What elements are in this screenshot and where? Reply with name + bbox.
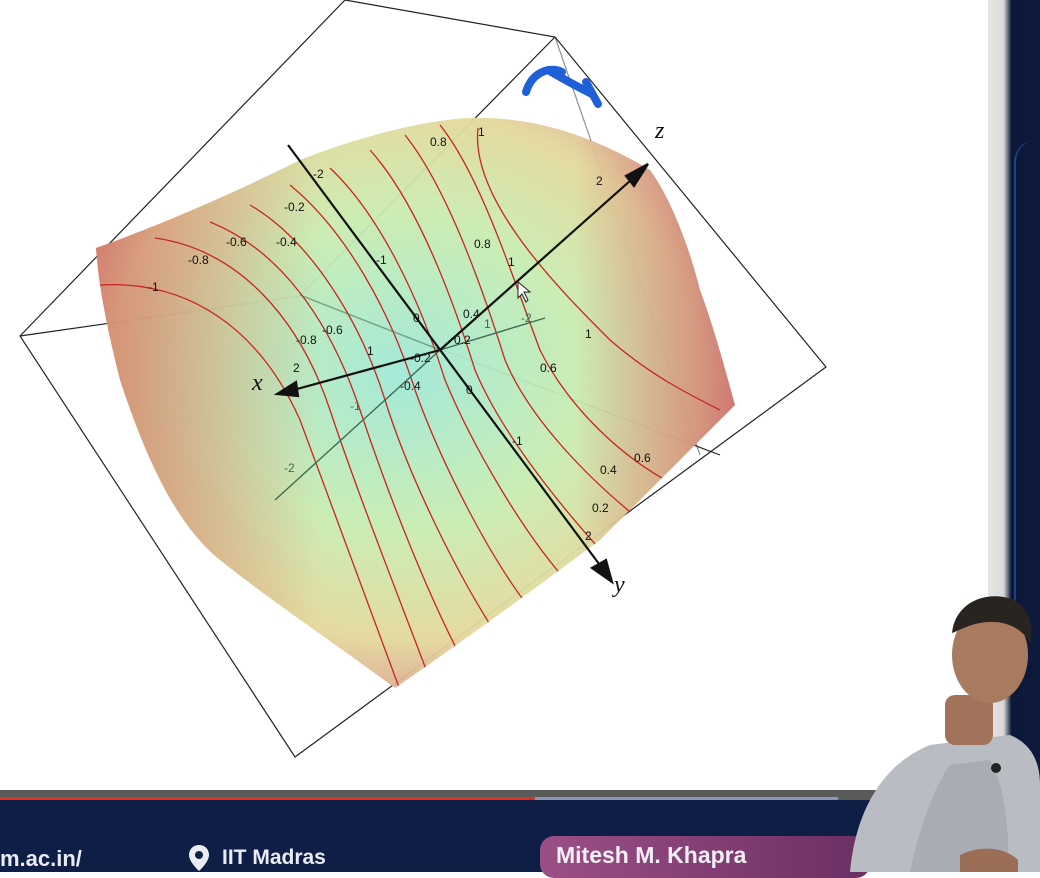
z-axis-label: z [654, 118, 665, 144]
contour-label: -0.4 [276, 235, 297, 249]
contour-label: 0.2 [592, 501, 609, 515]
contour-line [289, 184, 536, 616]
contour-line [404, 134, 641, 521]
faint-tick-label: -2 [284, 461, 295, 475]
contour-label: 0.4 [600, 463, 617, 477]
contour-label: -0.4 [400, 379, 421, 393]
faint-axes [274, 294, 546, 501]
y-axis-label: y [612, 572, 625, 598]
x-axis [285, 348, 441, 394]
y-tick-label: 0 [466, 383, 473, 397]
pen-annotation [522, 65, 602, 108]
y-axis [287, 144, 606, 573]
speaker-name-tag: Mitesh M. Khapra [540, 836, 870, 878]
x-axis-label: x [251, 370, 263, 396]
y-axis-ticks: -2 -1 0 -1 2 [313, 167, 592, 543]
progress-buffered [535, 797, 838, 801]
contour-label: 0.2 [454, 333, 471, 347]
contour-label: -0.6 [226, 235, 247, 249]
faint-tick-label: -1 [350, 399, 361, 413]
presenter-video [850, 596, 1040, 872]
contour-line [154, 237, 431, 681]
contour-value-labels: 0.8 1 -0.2 -0.6 -0.4 -0.8 -1 0.8 1 0 0.4… [148, 125, 651, 515]
progress-played [0, 797, 535, 801]
map-pin-icon [189, 845, 209, 871]
y-tick-label: -1 [376, 253, 387, 267]
video-progress-bar[interactable] [0, 790, 1040, 800]
z-tick-label: 1 [508, 255, 515, 269]
contour-label: -0.8 [188, 253, 209, 267]
z-axis [439, 171, 641, 351]
contour-label: -0.6 [322, 323, 343, 337]
contour-line [209, 221, 466, 666]
contour-line [439, 124, 676, 486]
surface [96, 117, 735, 689]
contour-label: -0.2 [410, 351, 431, 365]
contour-label: 1 [585, 327, 592, 341]
contour-line [329, 167, 571, 586]
footer-url: m.ac.in/ [0, 846, 82, 871]
contour-line [99, 284, 401, 689]
z-axis-ticks: 1 2 [508, 174, 603, 269]
y-tick-label: -2 [313, 167, 324, 181]
z-tick-label: 2 [596, 174, 603, 188]
x-tick-label: 2 [293, 361, 300, 375]
y-tick-label: -1 [512, 434, 523, 448]
contour-label: -1 [148, 280, 159, 294]
contour-label: -0.8 [296, 333, 317, 347]
contour-label: 0.8 [430, 135, 447, 149]
contour-label: 0 [413, 311, 420, 325]
contour-label: 1 [478, 125, 485, 139]
y-tick-label: 2 [585, 529, 592, 543]
contour-line [369, 149, 606, 556]
contour-line [476, 127, 721, 411]
faint-tick-label: 1 [484, 317, 491, 331]
contour-label: 0.4 [463, 307, 480, 321]
contour-label: 0.6 [634, 451, 651, 465]
location-text: IIT Madras [222, 846, 326, 869]
lecture-slide: x y z -2 -1 0 -1 2 1 2 1 2 -2 -1 1 -2 [19, 0, 827, 758]
contour-label: 0.8 [474, 237, 491, 251]
faint-axis-ticks: -2 -1 1 -2 [284, 311, 532, 475]
saddle-surface-plot: x y z -2 -1 0 -1 2 1 2 1 2 -2 -1 1 -2 [19, 0, 827, 758]
footer-location: IIT Madras [188, 844, 326, 872]
x-axis-ticks: 1 2 [293, 344, 374, 375]
main-axes [273, 144, 649, 585]
mouse-cursor [517, 280, 532, 303]
faint-tick-label: -2 [521, 311, 532, 325]
contour-label: 0.6 [540, 361, 557, 375]
contour-label: -0.2 [284, 200, 305, 214]
x-tick-label: 1 [367, 344, 374, 358]
